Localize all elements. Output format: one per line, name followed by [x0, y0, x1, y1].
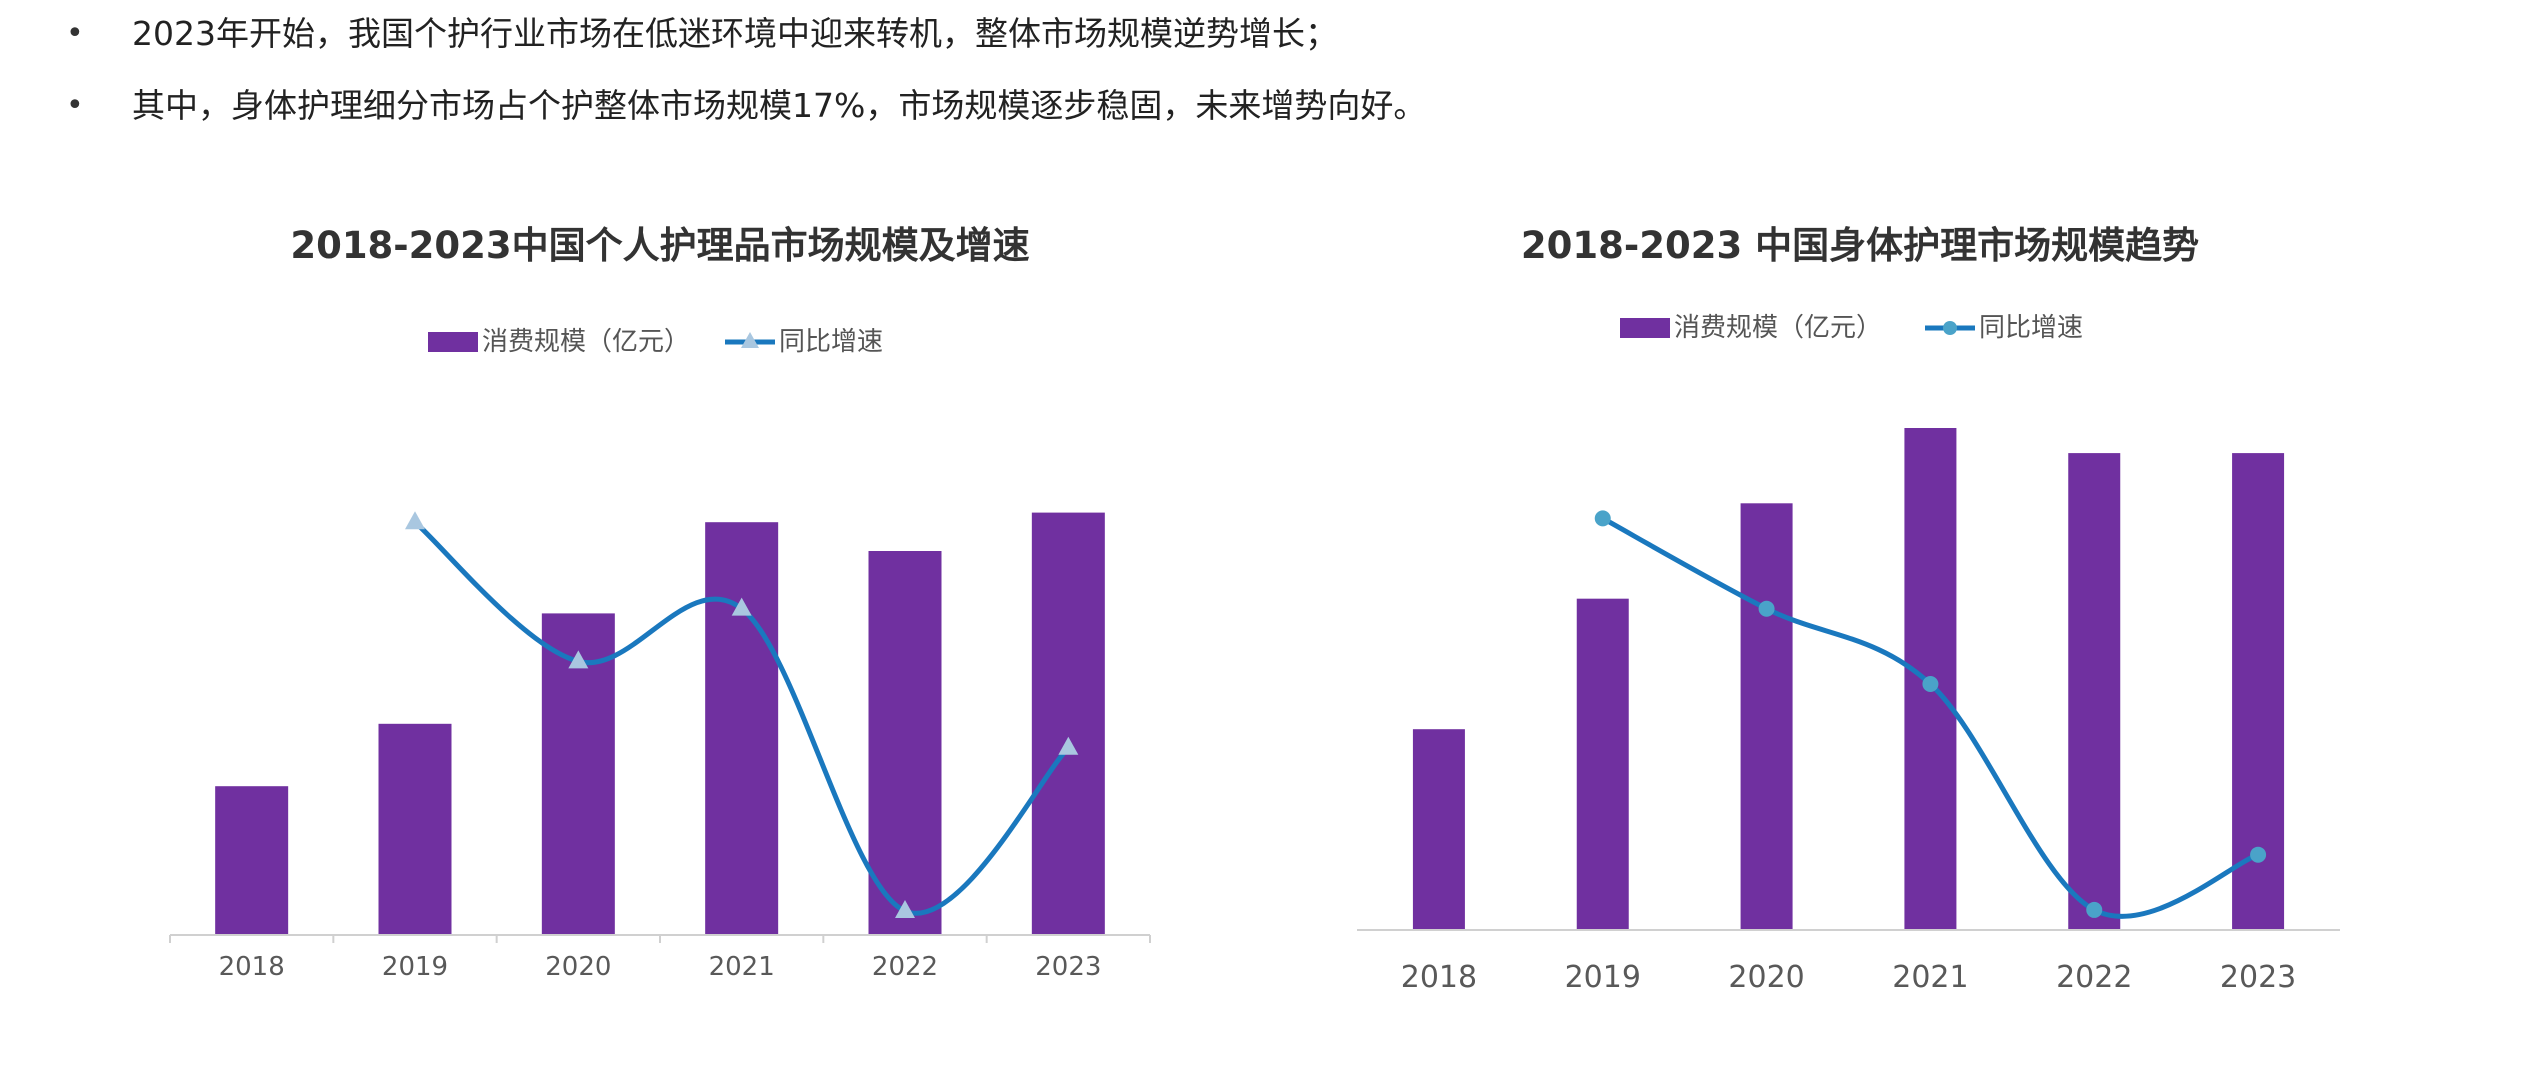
- bar-2020: [1740, 503, 1793, 930]
- chart-title: 2018-2023 中国身体护理市场规模趋势: [1521, 224, 2199, 267]
- x-tick-label-2022: 2022: [872, 952, 938, 982]
- bullet-dot: •: [66, 16, 84, 51]
- growth-marker-2023: [2250, 846, 2267, 863]
- growth-marker-2022: [2086, 901, 2103, 918]
- growth-marker-2023: [1058, 736, 1079, 755]
- legend-bar-label: 消费规模（亿元）: [482, 327, 690, 357]
- x-tick-label-2021: 2021: [709, 952, 775, 982]
- growth-marker-2021: [1922, 676, 1939, 693]
- growth-marker-2020: [1758, 600, 1775, 617]
- bullet-dot: •: [66, 88, 84, 123]
- growth-line: [412, 519, 1071, 916]
- x-tick-label-2018: 2018: [219, 952, 285, 982]
- bar-2019: [378, 723, 452, 935]
- bullet-item: • 2023年开始，我国个护行业市场在低迷环境中迎来转机，整体市场规模逆势增长；: [0, 4, 2526, 64]
- bar-2019: [1576, 598, 1629, 930]
- legend-line-marker: [741, 332, 759, 348]
- legend-line-label: 同比增速: [1979, 313, 2083, 343]
- x-tick-label-2021: 2021: [1892, 960, 1968, 995]
- bullet-item: • 其中，身体护理细分市场占个护整体市场规模17%，市场规模逐步稳固，未来增势向…: [0, 76, 2526, 136]
- chart-title: 2018-2023中国个人护理品市场规模及增速: [290, 224, 1029, 267]
- x-tick-label-2023: 2023: [1035, 952, 1101, 982]
- growth-marker-2020: [568, 650, 589, 669]
- bar-2023: [1031, 512, 1105, 935]
- bar-2022: [868, 551, 942, 935]
- bullet-text: 其中，身体护理细分市场占个护整体市场规模17%，市场规模逐步稳固，未来增势向好。: [132, 86, 1427, 125]
- bullet-text: 2023年开始，我国个护行业市场在低迷环境中迎来转机，整体市场规模逆势增长；: [132, 14, 1338, 53]
- growth-marker-2019: [1594, 510, 1611, 527]
- bar-2018: [1412, 729, 1465, 930]
- x-tick-label-2020: 2020: [1728, 960, 1804, 995]
- x-tick-label-2018: 2018: [1401, 960, 1477, 995]
- legend-line-label: 同比增速: [779, 327, 883, 357]
- growth-line: [1600, 515, 2261, 919]
- x-tick-label-2019: 2019: [1565, 960, 1641, 995]
- legend-bar-label: 消费规模（亿元）: [1674, 313, 1882, 343]
- x-tick-label-2019: 2019: [382, 952, 448, 982]
- bar-2021: [705, 522, 779, 935]
- legend-bar-swatch: [428, 332, 478, 352]
- growth-marker-2021: [731, 597, 752, 616]
- bar-2018: [215, 786, 289, 935]
- growth-marker-2019: [405, 511, 425, 530]
- x-tick-label-2023: 2023: [2220, 960, 2296, 995]
- x-tick-label-2022: 2022: [2056, 960, 2132, 995]
- growth-marker-2022: [895, 900, 915, 918]
- x-tick-label-2020: 2020: [545, 952, 611, 982]
- legend-line-marker: [1943, 321, 1957, 335]
- bar-2022: [2068, 453, 2121, 930]
- legend-bar-swatch: [1620, 318, 1670, 338]
